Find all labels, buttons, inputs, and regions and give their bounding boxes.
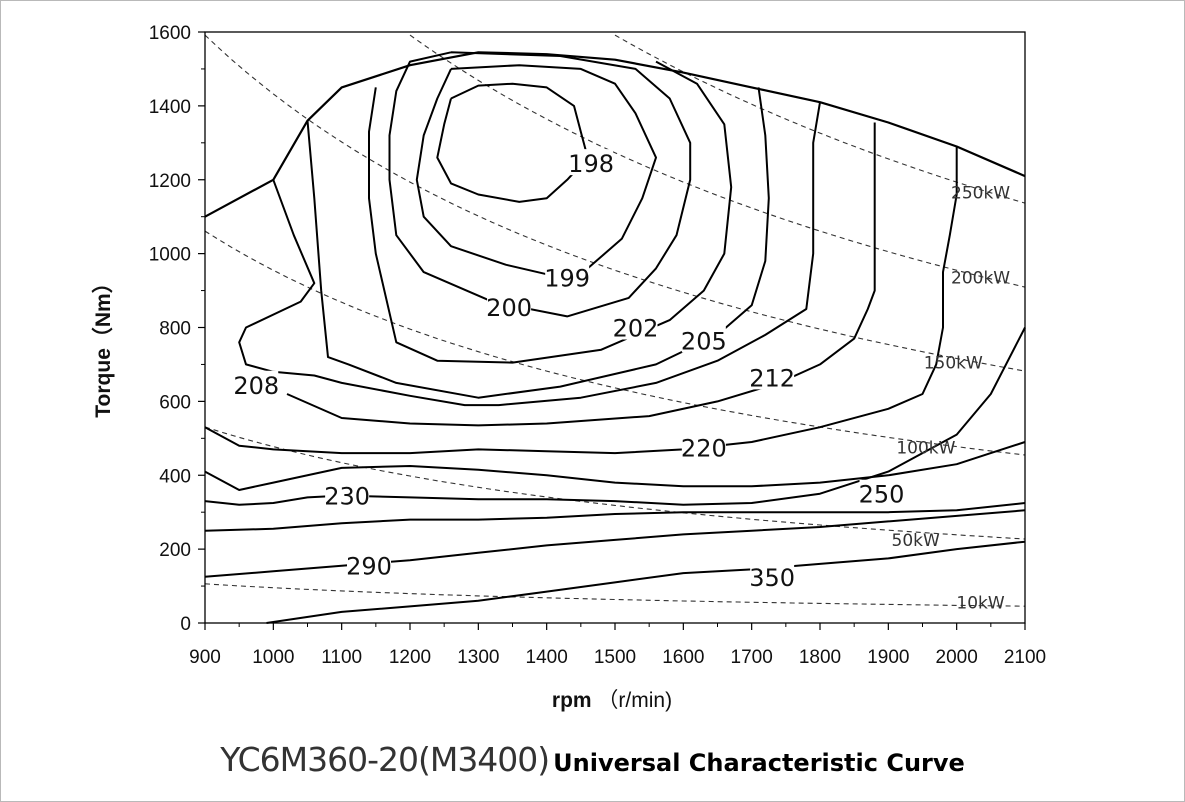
max-torque-line: [204, 51, 1026, 218]
x-tick-label-1200: 1200: [389, 647, 431, 668]
contour-label-bg: [859, 479, 904, 506]
x-tick-label-1000: 1000: [252, 647, 294, 668]
contour-label-205: 205: [681, 327, 727, 355]
power-line-150kw: [204, 34, 1026, 372]
contour-label-208: 208: [233, 372, 279, 400]
contour-label-bg: [681, 326, 726, 353]
curve-labels: 198 199 200 202 205 208 212 220 230 250 290 350 250k…: [233, 149, 1010, 614]
contour-label-bg: [750, 363, 795, 390]
contour-label-350: 350: [749, 564, 795, 592]
power-line-10kw: [204, 583, 1026, 607]
x-axis-label: rpm （r/min): [552, 689, 672, 712]
contour-label-200: 200: [486, 294, 532, 322]
x-tick-label-1300: 1300: [457, 647, 499, 668]
chart-caption: YC6M360-20(M3400) Universal Characteristi…: [0, 740, 1185, 779]
x-tick-label-1900: 1900: [867, 647, 909, 668]
bsfc-contour-220: [204, 146, 958, 455]
power-line-100kw: [204, 230, 1026, 456]
y-tick-label-800: 800: [159, 319, 191, 340]
contour-label-290: 290: [346, 553, 392, 581]
contour-label-bg: [681, 433, 726, 460]
contour-label-198: 198: [568, 150, 614, 178]
contour-label-202: 202: [613, 315, 659, 343]
y-tick-label-0: 0: [180, 614, 191, 635]
y-axis-label: Torque（Nm）: [91, 272, 115, 417]
y-tick-label-400: 400: [159, 466, 191, 487]
bsfc-contour-205: [306, 87, 770, 399]
bsfc-contour-208: [238, 102, 821, 407]
power-label-150kw: 150kW: [924, 354, 983, 374]
contour-label-bg: [613, 313, 658, 340]
axes: 900 1000 1100 1200 1300 1400 1500 1600 1700 1800 1…: [91, 23, 1046, 712]
contour-label-bg: [234, 370, 279, 397]
bsfc-contour-350: [204, 509, 1026, 578]
contour-label-bg: [325, 481, 370, 508]
power-line-200kw: [409, 34, 1026, 288]
bsfc-contour-202: [368, 60, 733, 364]
y-tick-label-1000: 1000: [149, 245, 191, 266]
power-label-200kw: 200kW: [951, 269, 1010, 289]
bsfc-contour-200: [388, 51, 692, 318]
x-tick-label-1700: 1700: [731, 647, 773, 668]
x-tick-label-1400: 1400: [526, 647, 568, 668]
bsfc-contour-250: [204, 441, 1026, 491]
caption-title: Universal Characteristic Curve: [553, 749, 965, 777]
contour-label-bg: [487, 293, 532, 320]
x-tick-label-2100: 2100: [1004, 647, 1046, 668]
bsfc-contours: [204, 51, 1026, 624]
y-tick-label-1200: 1200: [149, 171, 191, 192]
x-tick-label-1600: 1600: [662, 647, 704, 668]
contour-label-199: 199: [544, 265, 590, 293]
x-tick-label-1100: 1100: [321, 647, 362, 668]
contour-label-212: 212: [749, 364, 795, 392]
bsfc-contour-198: [436, 82, 589, 203]
contour-label-bg: [569, 149, 614, 176]
power-label-50kw: 50kW: [892, 531, 940, 551]
contour-label-230: 230: [324, 483, 370, 511]
bsfc-contour-unlabeled-12: [266, 540, 1026, 624]
y-tick-label-1400: 1400: [149, 97, 191, 118]
x-tick-label-1500: 1500: [594, 647, 636, 668]
power-line-250kw: [614, 34, 1026, 204]
contour-label-bg: [545, 263, 590, 290]
caption-model: YC6M360-20(M3400): [220, 740, 550, 779]
contour-label-bg: [750, 562, 795, 589]
x-tick-label-900: 900: [189, 647, 221, 668]
contour-label-bg: [347, 551, 391, 578]
power-label-10kw: 10kW: [956, 594, 1004, 614]
contour-label-250: 250: [859, 481, 905, 509]
y-tick-label-1600: 1600: [149, 23, 191, 44]
max-torque-envelope: [204, 51, 1026, 218]
x-tick-label-1800: 1800: [799, 647, 841, 668]
power-label-250kw: 250kW: [951, 184, 1010, 204]
universal-characteristic-chart: 198 199 200 202 205 208 212 220 230 250 290 350 250k…: [91, 23, 1046, 712]
bsfc-contour-230: [204, 327, 1026, 506]
contour-label-220: 220: [681, 435, 727, 463]
power-label-100kw: 100kW: [896, 439, 955, 459]
y-tick-label-200: 200: [159, 540, 191, 561]
power-line-50kw: [204, 426, 1026, 540]
y-tick-label-600: 600: [159, 392, 191, 413]
x-tick-label-2000: 2000: [936, 647, 978, 668]
bsfc-contour-290: [204, 502, 1026, 532]
